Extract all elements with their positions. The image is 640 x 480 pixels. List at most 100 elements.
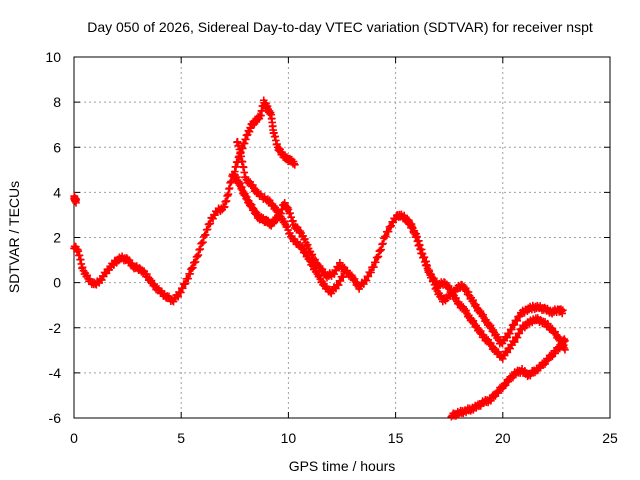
x-tick-label: 0	[70, 430, 78, 446]
y-tick-label: 0	[53, 275, 61, 291]
data-point	[551, 327, 559, 336]
data-point	[289, 217, 297, 225]
data-point	[384, 227, 393, 236]
data-point	[374, 252, 383, 261]
data-point	[486, 321, 495, 330]
data-point	[515, 329, 524, 338]
data-point	[199, 238, 207, 247]
data-point	[507, 325, 516, 334]
x-tick-label: 10	[281, 430, 297, 446]
data-point	[184, 274, 193, 283]
series-main	[70, 170, 567, 348]
data-point	[371, 258, 380, 267]
data-point	[367, 268, 375, 277]
data-point	[177, 288, 185, 297]
series-early-points	[70, 192, 80, 207]
data-point	[249, 181, 257, 189]
data-point	[206, 219, 215, 228]
series-secondary-branch	[233, 138, 348, 298]
data-point	[315, 271, 324, 280]
data-point	[472, 300, 480, 309]
data-point	[83, 271, 91, 280]
data-point	[469, 296, 477, 304]
data-point	[370, 263, 378, 271]
y-tick-label: -6	[49, 410, 62, 426]
data-point	[340, 267, 348, 276]
data-point	[381, 232, 390, 241]
data-point	[191, 258, 200, 266]
data-point	[452, 294, 460, 302]
data-point	[303, 240, 312, 249]
data-point	[174, 292, 182, 301]
data-point	[379, 239, 387, 248]
data-point	[487, 339, 495, 347]
x-tick-label: 5	[177, 430, 185, 446]
data-point	[503, 348, 512, 357]
y-axis-label: SDTVAR / TECUs	[6, 181, 22, 293]
data-point	[408, 224, 417, 233]
x-tick-label: 15	[388, 430, 404, 446]
data-point	[561, 346, 569, 354]
data-point	[194, 251, 203, 259]
data-point	[510, 338, 519, 346]
y-tick-label: 2	[53, 230, 61, 246]
data-point	[447, 286, 456, 294]
y-tick-label: -2	[49, 320, 62, 336]
data-point	[410, 228, 419, 237]
data-point	[510, 320, 519, 329]
data-point	[465, 311, 473, 320]
data-point	[203, 225, 212, 234]
data-point	[298, 242, 306, 251]
x-tick-label: 20	[495, 430, 511, 446]
data-point	[513, 317, 521, 325]
data-point	[273, 205, 281, 214]
data-point	[311, 255, 319, 264]
data-point	[186, 270, 194, 278]
data-point	[513, 333, 522, 342]
data-point	[201, 230, 210, 239]
tick-layer: 0 5 10 15 20 25 -6 -4 -2 0 2 4 6 8 10	[45, 49, 618, 446]
data-point	[305, 254, 314, 262]
data-point	[559, 306, 567, 314]
data-point	[312, 267, 321, 275]
data-point	[476, 327, 485, 335]
chart-title: Day 050 of 2026, Sidereal Day-to-day VTE…	[87, 19, 593, 35]
y-tick-label: 10	[45, 49, 61, 65]
data-point	[461, 284, 470, 293]
data-point	[301, 235, 309, 243]
data-point	[386, 222, 395, 231]
data-point	[506, 329, 514, 338]
data-point	[482, 315, 490, 324]
data-point	[377, 245, 386, 254]
data-point	[350, 275, 359, 283]
data-point	[334, 281, 343, 289]
series-lower-tail	[447, 335, 569, 421]
data-point	[72, 195, 80, 204]
data-point	[419, 253, 428, 262]
series-spread-branch	[402, 216, 569, 363]
data-point	[427, 270, 435, 279]
data-point	[189, 263, 197, 272]
grid-layer	[74, 57, 610, 418]
data-point	[494, 333, 502, 341]
y-tick-label: 8	[53, 94, 61, 110]
data-point	[412, 233, 421, 241]
data-point	[373, 253, 382, 262]
data-point	[181, 279, 190, 288]
data-layer	[70, 96, 569, 421]
data-point	[339, 273, 348, 281]
x-axis-label: GPS time / hours	[289, 458, 396, 474]
data-point	[479, 311, 487, 319]
data-point	[422, 260, 431, 269]
data-point	[178, 284, 187, 293]
data-point	[308, 250, 317, 259]
y-tick-label: -4	[49, 365, 62, 381]
data-point	[308, 258, 316, 267]
data-point	[280, 217, 289, 225]
data-point	[196, 245, 204, 253]
data-point	[447, 412, 456, 421]
data-point	[405, 217, 413, 226]
x-tick-label: 25	[602, 430, 618, 446]
